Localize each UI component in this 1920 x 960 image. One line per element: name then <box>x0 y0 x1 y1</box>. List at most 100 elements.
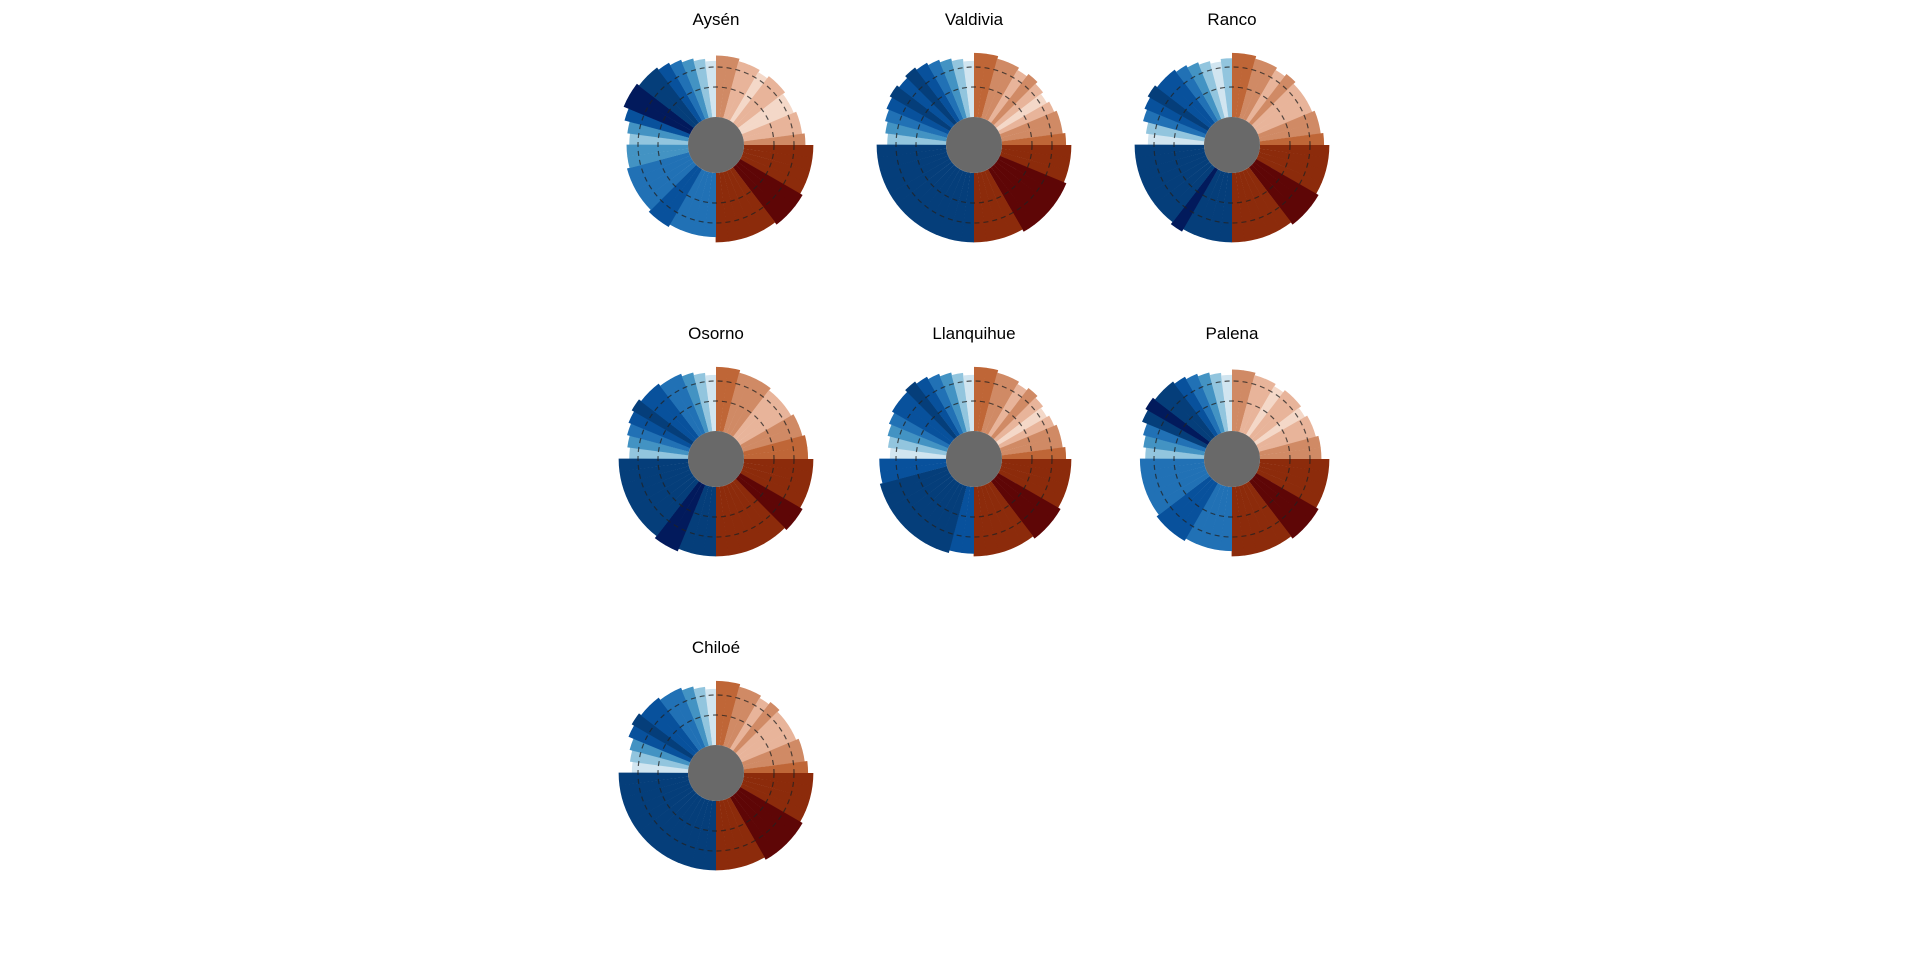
radial-bar-lower-left <box>936 170 967 240</box>
radial-bar-upper-left <box>1147 133 1205 145</box>
radial-bar-lower-right <box>1256 469 1322 509</box>
radial-bar-upper-left <box>939 58 967 120</box>
radial-bar-upper-right <box>733 390 778 440</box>
radial-chart <box>618 366 814 557</box>
radial-bar-lower-left <box>924 483 964 549</box>
radial-bar-lower-right <box>723 484 754 554</box>
radial-bar-upper-left <box>889 85 952 131</box>
radial-bar-upper-left <box>951 58 971 118</box>
radial-bar-lower-left <box>904 478 957 537</box>
radial-bar-upper-left <box>631 713 694 759</box>
radial-bar-upper-left <box>669 59 706 121</box>
radial-bar-lower-left <box>960 172 974 243</box>
radial-bar-lower-left <box>1152 472 1210 516</box>
radial-bar-lower-right <box>998 155 1067 196</box>
radial-bar-upper-right <box>735 83 786 129</box>
radial-bar-upper-left <box>1210 61 1229 118</box>
radial-bar-lower-left <box>876 144 947 158</box>
radial-bar-upper-left <box>927 373 964 435</box>
radial-bar-lower-right <box>732 478 785 537</box>
radial-bar-lower-left <box>1207 486 1229 551</box>
radial-bar-upper-left <box>1145 447 1205 459</box>
radial-bar-upper-left <box>1185 373 1222 435</box>
radial-bar-lower-right <box>1259 148 1329 171</box>
radial-bar-lower-left <box>646 792 699 851</box>
radial-bar-upper-left <box>631 761 689 773</box>
radial-bar-lower-right <box>996 473 1061 521</box>
radial-bar-upper-left <box>1144 97 1208 135</box>
radial-bar-upper-left <box>886 97 950 135</box>
radial-bar-upper-left <box>649 383 700 440</box>
radial-bar-upper-right <box>716 366 729 432</box>
radial-bar-lower-left <box>896 475 955 528</box>
radial-bar-upper-right <box>743 749 805 770</box>
radial-bar-upper-right <box>743 760 809 774</box>
radial-bar-lower-right <box>1001 462 1071 485</box>
radial-bar-lower-left <box>1219 486 1232 552</box>
radial-bar-lower-left <box>880 462 947 484</box>
radial-bar-upper-left <box>1156 77 1213 128</box>
radial-bar-lower-left <box>1146 469 1208 506</box>
panel-5: Llanquihue <box>844 314 1104 614</box>
radial-bar-upper-right <box>1001 121 1063 142</box>
radial-chart <box>623 55 814 243</box>
radial-bar-lower-left <box>1182 169 1222 235</box>
radial-bar-lower-left <box>914 481 960 544</box>
radial-bar-upper-right <box>735 711 786 757</box>
radial-bar-upper-right <box>1001 446 1067 460</box>
panel-title: Palena <box>1205 324 1259 343</box>
radial-bar-lower-left <box>1162 164 1215 223</box>
center-hole <box>688 745 744 801</box>
radial-bar-lower-left <box>678 798 709 868</box>
radial-bar-lower-right <box>1259 462 1329 485</box>
radial-bar-upper-right <box>726 376 762 435</box>
radial-bar-upper-right <box>981 372 1009 434</box>
radial-bar-lower-left <box>691 172 713 237</box>
radial-bar-lower-right <box>743 776 813 799</box>
radial-bar-upper-left <box>628 411 692 449</box>
radial-bar-upper-right <box>1242 62 1278 121</box>
radial-bar-lower-right <box>740 469 806 509</box>
reference-ring <box>915 400 1033 518</box>
radial-bar-upper-left <box>898 391 955 442</box>
radial-bar-lower-right <box>977 486 1000 556</box>
panel-3: Ranco <box>1102 0 1362 300</box>
radial-bar-lower-right <box>740 783 806 823</box>
radial-bar-upper-right <box>1232 52 1245 118</box>
radial-bar-upper-left <box>1142 409 1208 449</box>
radial-bar-upper-right <box>730 697 770 751</box>
radial-bar-upper-left <box>887 424 949 452</box>
radial-bar-upper-right <box>981 58 1009 120</box>
radial-bar-lower-right <box>738 159 803 207</box>
radial-bar-upper-right <box>1259 132 1325 146</box>
radial-bar-upper-left <box>1165 69 1216 126</box>
radial-bar-upper-left <box>627 435 689 456</box>
radial-bar-lower-right <box>719 486 742 556</box>
radial-bar-lower-left <box>936 484 967 554</box>
reference-ring <box>1153 66 1311 224</box>
radial-bar-lower-left <box>618 772 689 786</box>
radial-bar-lower-right <box>993 476 1054 530</box>
radial-bar-lower-left <box>1134 144 1205 158</box>
radial-bar-upper-right <box>1239 375 1266 434</box>
radial-bar-upper-left <box>1221 374 1233 432</box>
radial-bar-lower-left <box>948 172 971 242</box>
radial-bar-upper-left <box>629 83 694 131</box>
radial-bar-lower-right <box>729 167 776 230</box>
radial-bar-lower-left <box>638 789 697 842</box>
radial-bar-upper-left <box>916 376 961 437</box>
radial-bar-upper-right <box>1242 378 1276 435</box>
panel-title: Osorno <box>688 324 744 343</box>
radial-bar-upper-left <box>638 75 697 128</box>
radial-bar-lower-right <box>990 164 1045 225</box>
radial-bar-upper-right <box>1254 92 1308 132</box>
radial-bar-upper-left <box>1163 381 1216 440</box>
radial-bar-lower-right <box>1248 478 1303 539</box>
panel-title: Llanquihue <box>932 324 1016 343</box>
radial-bar-lower-left <box>1196 484 1225 548</box>
radial-bar-lower-left <box>1156 475 1213 526</box>
radial-bar-upper-left <box>927 59 964 121</box>
radial-bar-lower-right <box>981 484 1012 554</box>
radial-bar-upper-left <box>681 372 709 434</box>
